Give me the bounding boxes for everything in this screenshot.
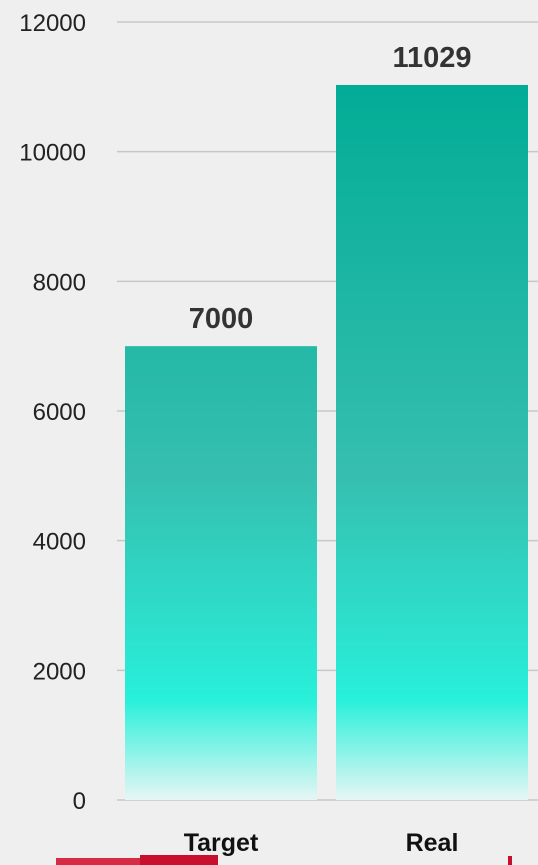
x-axis-category-labels: Target Real bbox=[184, 829, 459, 857]
y-tick-label: 12000 bbox=[19, 10, 86, 37]
data-label-target: 7000 bbox=[189, 303, 254, 335]
y-tick-label: 2000 bbox=[33, 658, 86, 685]
bottom-decoration bbox=[56, 855, 512, 865]
category-label-real: Real bbox=[406, 829, 459, 857]
bar-real bbox=[336, 84, 528, 800]
y-tick-label: 6000 bbox=[33, 399, 86, 426]
y-tick-label: 10000 bbox=[19, 140, 86, 167]
bottom-decor-mark bbox=[508, 856, 512, 865]
data-labels: 7000 11029 bbox=[189, 42, 472, 335]
y-tick-label: 0 bbox=[73, 788, 86, 815]
bottom-decor-bar-left bbox=[56, 858, 142, 865]
bottom-decor-bar-right bbox=[140, 855, 218, 865]
y-tick-label: 4000 bbox=[33, 529, 86, 556]
y-axis-tick-labels: 0 2000 4000 6000 8000 10000 12000 bbox=[19, 10, 86, 815]
category-label-target: Target bbox=[184, 829, 259, 857]
data-label-real: 11029 bbox=[392, 42, 471, 74]
bars bbox=[125, 84, 528, 800]
y-tick-label: 8000 bbox=[33, 269, 86, 296]
bar-target bbox=[125, 346, 317, 800]
